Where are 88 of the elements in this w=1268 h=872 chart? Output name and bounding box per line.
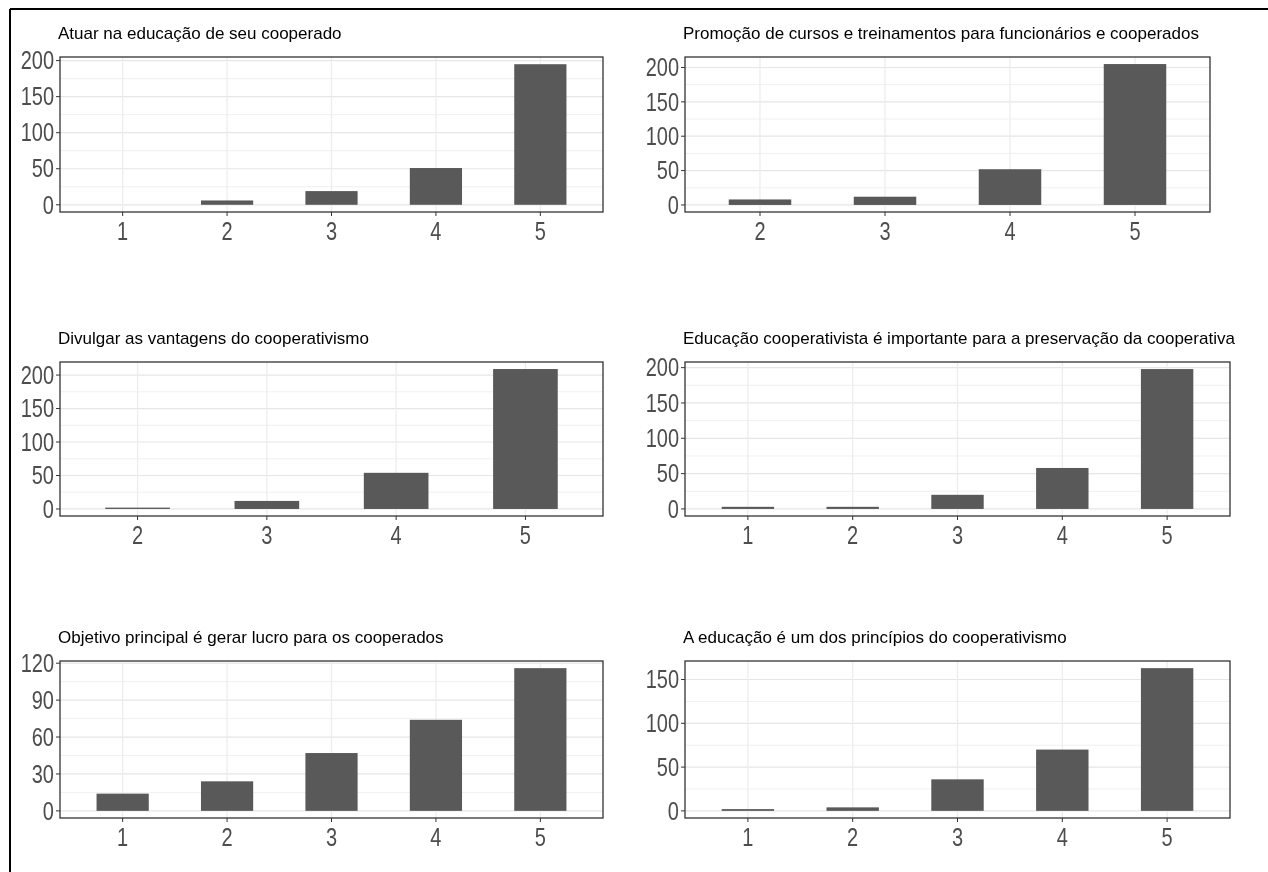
x-tick-label: 3: [951, 823, 964, 852]
x-tick-label: 1: [117, 823, 129, 852]
y-tick-label: 150: [20, 395, 54, 423]
bar: [721, 506, 775, 509]
x-tick-label: 4: [430, 823, 442, 852]
x-tick-label: 4: [1056, 823, 1068, 852]
x-tick-label: 4: [1056, 521, 1068, 550]
bar: [493, 369, 558, 509]
x-tick-label: 5: [1161, 521, 1173, 550]
bar: [363, 472, 429, 509]
bar: [1140, 668, 1194, 811]
bar: [200, 781, 254, 811]
x-tick-label: 2: [847, 823, 859, 852]
y-tick-label: 0: [42, 495, 54, 524]
y-tick-label: 200: [645, 54, 679, 82]
x-tick-label: 3: [879, 217, 891, 246]
y-tick-label: 50: [656, 753, 679, 782]
y-tick-label: 120: [20, 649, 54, 678]
bar: [931, 494, 984, 509]
bar: [826, 506, 879, 509]
bar: [305, 753, 358, 811]
y-tick-label: 100: [20, 119, 54, 147]
bar: [1036, 467, 1089, 509]
x-tick-label: 2: [132, 521, 144, 550]
x-tick-label: 5: [534, 217, 546, 246]
bar: [409, 719, 463, 811]
x-tick-label: 1: [742, 823, 754, 852]
bar: [514, 64, 567, 205]
y-tick-label: 50: [656, 460, 679, 488]
chart-title: Educação cooperativista é importante para a preservação da cooperativa: [683, 329, 1236, 348]
y-tick-label: 50: [656, 157, 679, 185]
y-tick-label: 150: [645, 88, 679, 117]
y-tick-label: 0: [42, 797, 54, 826]
bar: [728, 199, 792, 205]
chart-title: Divulgar as vantagens do cooperativismo: [58, 329, 369, 348]
chart-title: A educação é um dos princípios do cooperativismo: [683, 628, 1067, 647]
bar: [514, 668, 567, 811]
y-tick-label: 30: [31, 760, 54, 789]
chart-title: Promoção de cursos e treinamentos para funcionários e cooperados: [683, 24, 1199, 43]
y-tick-label: 0: [667, 797, 679, 826]
x-tick-label: 1: [117, 217, 129, 246]
x-tick-label: 3: [325, 823, 338, 852]
x-tick-label: 3: [951, 521, 964, 550]
x-tick-label: 2: [847, 521, 859, 550]
chart-title: Objetivo principal é gerar lucro para os cooperados: [58, 628, 444, 647]
bar: [853, 196, 917, 205]
y-tick-label: 50: [31, 155, 54, 184]
x-tick-label: 2: [221, 217, 233, 246]
y-tick-label: 0: [42, 191, 54, 220]
x-tick-label: 4: [430, 217, 442, 246]
bar: [931, 779, 984, 811]
bar: [826, 807, 879, 811]
y-tick-label: 150: [645, 389, 679, 418]
y-tick-label: 0: [667, 495, 679, 524]
y-tick-label: 100: [645, 122, 679, 151]
x-tick-label: 5: [1129, 217, 1141, 246]
x-tick-label: 1: [742, 521, 754, 550]
y-tick-label: 100: [20, 428, 54, 457]
y-tick-label: 200: [20, 361, 54, 390]
x-tick-label: 4: [390, 521, 402, 550]
x-tick-label: 3: [261, 521, 273, 550]
y-tick-label: 60: [31, 723, 54, 752]
x-tick-label: 3: [325, 217, 338, 246]
y-tick-label: 150: [20, 83, 54, 111]
y-tick-label: 100: [645, 709, 679, 738]
bar: [1103, 64, 1167, 205]
bar: [234, 500, 300, 509]
y-tick-label: 150: [645, 666, 679, 694]
bar: [1140, 369, 1194, 509]
y-tick-label: 100: [645, 424, 679, 453]
y-tick-label: 200: [20, 47, 54, 75]
x-tick-label: 2: [754, 217, 766, 246]
y-tick-label: 90: [31, 686, 54, 715]
bar: [409, 168, 463, 205]
bar: [1036, 749, 1089, 811]
bar: [978, 169, 1042, 205]
bar: [305, 191, 358, 205]
x-tick-label: 4: [1004, 217, 1016, 246]
y-tick-label: 200: [645, 354, 679, 382]
x-tick-label: 5: [519, 521, 531, 550]
y-tick-label: 50: [31, 462, 54, 490]
x-tick-label: 2: [221, 823, 233, 852]
bar: [96, 793, 149, 811]
chart-title: Atuar na educação de seu cooperado: [58, 24, 342, 43]
x-tick-label: 5: [534, 823, 546, 852]
y-tick-label: 0: [667, 191, 679, 220]
x-tick-label: 5: [1161, 823, 1173, 852]
bar: [200, 200, 254, 205]
